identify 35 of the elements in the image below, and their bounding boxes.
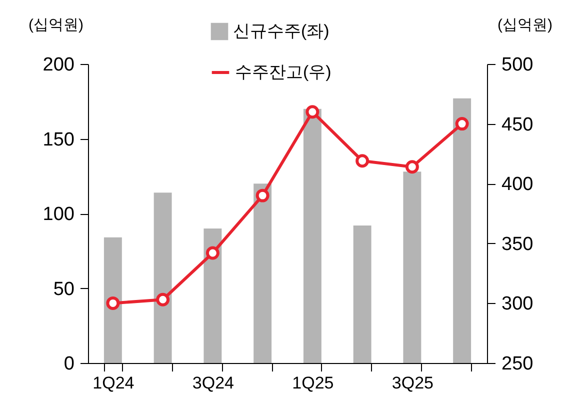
bar <box>453 98 472 363</box>
bar <box>204 228 222 363</box>
y2-tick-label: 350 <box>502 234 534 255</box>
point <box>206 246 220 260</box>
legend-label: 신규수주(좌) <box>233 22 330 40</box>
y2-tick-label: 250 <box>502 354 534 374</box>
legend-label: 수주잔고(우) <box>235 62 332 82</box>
point <box>156 292 170 306</box>
bar <box>154 192 172 363</box>
y-axis-title: (십억원) <box>28 16 84 34</box>
y2-tick-label: 450 <box>502 114 534 136</box>
point <box>306 105 320 119</box>
bar <box>403 172 422 363</box>
y2-tick-label: 300 <box>502 294 534 315</box>
bar <box>104 237 122 363</box>
y-tick-label: 100 <box>42 204 74 225</box>
x-tick-label: 3Q24 <box>192 374 234 392</box>
bar <box>303 108 322 363</box>
bar <box>353 225 372 363</box>
point <box>455 117 469 131</box>
point <box>356 154 370 168</box>
point <box>106 296 120 310</box>
bar <box>254 184 272 363</box>
y-tick-label: 150 <box>42 129 74 150</box>
x-tick-label: 3Q25 <box>392 374 434 392</box>
y-tick-label: 50 <box>53 278 74 300</box>
point <box>256 188 270 202</box>
y2-axis-title: (십억원) <box>498 16 552 34</box>
x-tick-label: 1Q24 <box>92 374 134 392</box>
y-tick-label: 0 <box>64 354 74 374</box>
point <box>405 160 419 174</box>
x-tick-label: 1Q25 <box>292 374 334 392</box>
y2-tick-label: 400 <box>502 174 534 196</box>
y-tick-label: 200 <box>42 54 74 76</box>
y2-tick-label: 500 <box>502 54 534 76</box>
